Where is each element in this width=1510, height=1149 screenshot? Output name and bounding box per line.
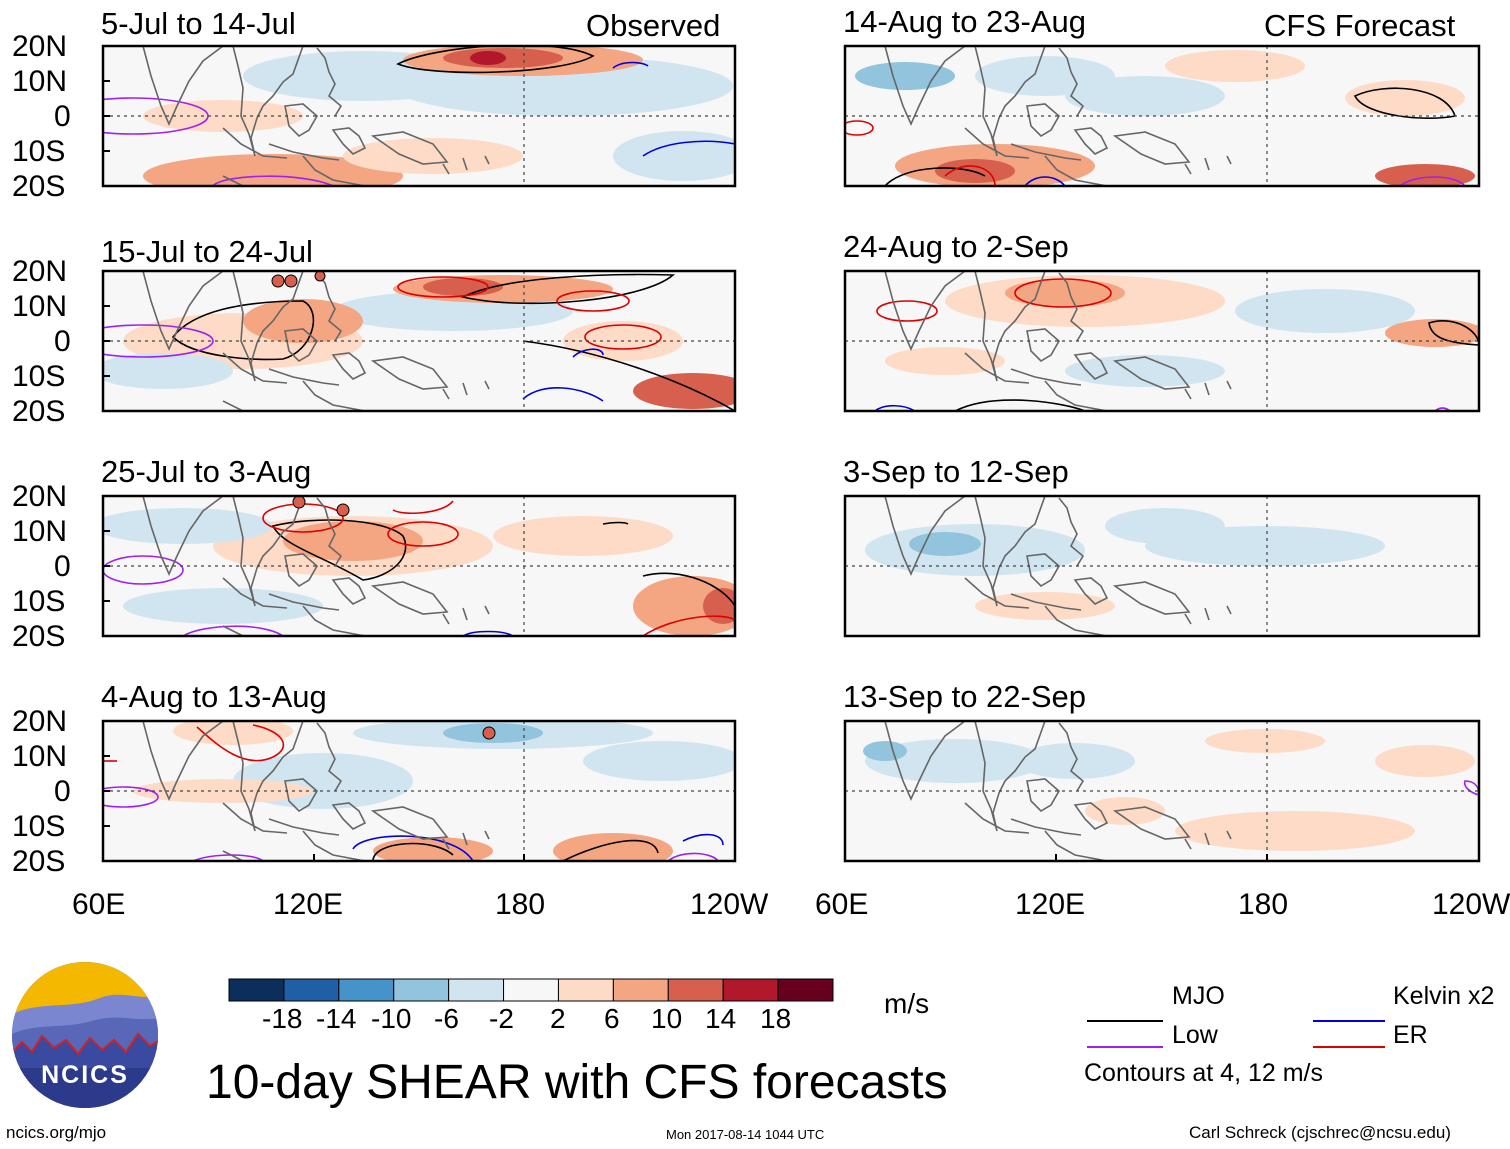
observed-label: Observed bbox=[586, 8, 721, 43]
colorbar-cell bbox=[722, 978, 779, 1002]
colorbar-tick: -2 bbox=[489, 1003, 514, 1034]
colorbar-tick: 18 bbox=[760, 1003, 792, 1034]
lat-label: 20S bbox=[12, 170, 66, 203]
lon-label: 120E bbox=[273, 888, 344, 921]
lat-label: 10N bbox=[12, 515, 68, 548]
lat-label: 10S bbox=[12, 585, 66, 618]
lon-label: 180 bbox=[495, 888, 546, 921]
map-panel-observed-2 bbox=[101, 269, 737, 413]
panel-title-forecast-3: 3-Sep to 12-Sep bbox=[843, 454, 1069, 489]
lat-label: 10S bbox=[12, 360, 66, 393]
colorbar-cell bbox=[667, 978, 724, 1002]
lat-label: 20S bbox=[12, 620, 66, 653]
colorbar-tick: -14 bbox=[316, 1003, 357, 1034]
lat-label: 20N bbox=[12, 705, 68, 738]
lat-label: 10S bbox=[12, 810, 66, 843]
colorbar-unit: m/s bbox=[884, 988, 930, 1019]
colorbar-cell bbox=[503, 978, 559, 1002]
legend-label-er: ER bbox=[1393, 1021, 1428, 1049]
panel-title-observed-1: 5-Jul to 14-Jul bbox=[101, 6, 296, 41]
panel-title-forecast-2: 24-Aug to 2-Sep bbox=[843, 229, 1069, 264]
legend-swatches bbox=[1087, 1020, 1385, 1048]
lat-label: 10N bbox=[12, 740, 68, 773]
panel-title-observed-2: 15-Jul to 24-Jul bbox=[101, 234, 313, 269]
map-panel-observed-3 bbox=[101, 494, 737, 638]
lat-label: 10S bbox=[12, 135, 66, 168]
colorbar-cell bbox=[777, 978, 834, 1002]
lat-label: 20S bbox=[12, 395, 66, 428]
panel-title-forecast-1: 14-Aug to 23-Aug bbox=[843, 4, 1087, 39]
map-panel-observed-4 bbox=[101, 719, 737, 863]
panel-title-observed-3: 25-Jul to 3-Aug bbox=[101, 454, 312, 489]
lon-label: 180 bbox=[1238, 888, 1289, 921]
lon-label: 120W bbox=[690, 888, 769, 921]
panel-title-forecast-4: 13-Sep to 22-Sep bbox=[843, 679, 1087, 714]
lat-label: 10N bbox=[12, 290, 68, 323]
ncics-logo: NCICS bbox=[12, 962, 158, 1108]
lat-label: 0 bbox=[54, 100, 71, 133]
colorbar-cell bbox=[338, 978, 395, 1002]
colorbar-tick: -10 bbox=[371, 1003, 412, 1034]
lat-label: 10N bbox=[12, 65, 68, 98]
lon-label: 60E bbox=[72, 888, 126, 921]
lat-label: 20S bbox=[12, 845, 66, 878]
logo-text: NCICS bbox=[41, 1061, 129, 1089]
colorbar-tick: 10 bbox=[651, 1003, 683, 1034]
map-panel-forecast-2 bbox=[843, 269, 1481, 413]
contour-note: Contours at 4, 12 m/s bbox=[1084, 1059, 1324, 1087]
colorbar-cell bbox=[283, 978, 340, 1002]
lat-label: 20N bbox=[12, 255, 68, 288]
colorbar-tick: 2 bbox=[550, 1003, 566, 1034]
figure-title: 10-day SHEAR with CFS forecasts bbox=[206, 1056, 948, 1109]
colorbar-tick: -6 bbox=[434, 1003, 459, 1034]
map-panel-forecast-4 bbox=[843, 719, 1481, 863]
colorbar bbox=[228, 978, 834, 1002]
legend-label-mjo: MJO bbox=[1172, 982, 1225, 1010]
footer-site[interactable]: ncics.org/mjo bbox=[6, 1123, 107, 1142]
legend-label-kelvin: Kelvin x2 bbox=[1393, 982, 1495, 1010]
colorbar-cell bbox=[612, 978, 669, 1002]
lat-label: 0 bbox=[54, 325, 71, 358]
lat-label: 0 bbox=[54, 550, 71, 583]
footer-author: Carl Schreck (cjschrec@ncsu.edu) bbox=[1189, 1123, 1451, 1142]
lon-label: 120W bbox=[1432, 890, 1510, 920]
lat-label: 20N bbox=[12, 480, 68, 513]
colorbar-cell bbox=[557, 978, 614, 1002]
cfs-forecast-label: CFS Forecast bbox=[1264, 8, 1456, 43]
legend-label-low: Low bbox=[1172, 1021, 1218, 1049]
colorbar-cell bbox=[228, 978, 285, 1002]
lon-label: 60E bbox=[815, 888, 869, 921]
axis-ticks bbox=[103, 80, 1268, 861]
colorbar-tick: 14 bbox=[705, 1003, 737, 1034]
colorbar-tick: -18 bbox=[262, 1003, 303, 1034]
lon-label: 120E bbox=[1015, 888, 1086, 921]
panel-title-observed-4: 4-Aug to 13-Aug bbox=[101, 679, 327, 714]
map-panel-observed-1 bbox=[101, 44, 737, 188]
colorbar-tick: 6 bbox=[604, 1003, 620, 1034]
colorbar-cell bbox=[448, 978, 505, 1002]
footer-timestamp: Mon 2017-08-14 1044 UTC bbox=[666, 1127, 825, 1142]
map-panel-forecast-3 bbox=[843, 494, 1481, 638]
colorbar-cell bbox=[393, 978, 450, 1002]
lat-label: 20N bbox=[12, 30, 68, 63]
map-panel-forecast-1 bbox=[843, 44, 1481, 188]
lat-label: 0 bbox=[54, 775, 71, 808]
